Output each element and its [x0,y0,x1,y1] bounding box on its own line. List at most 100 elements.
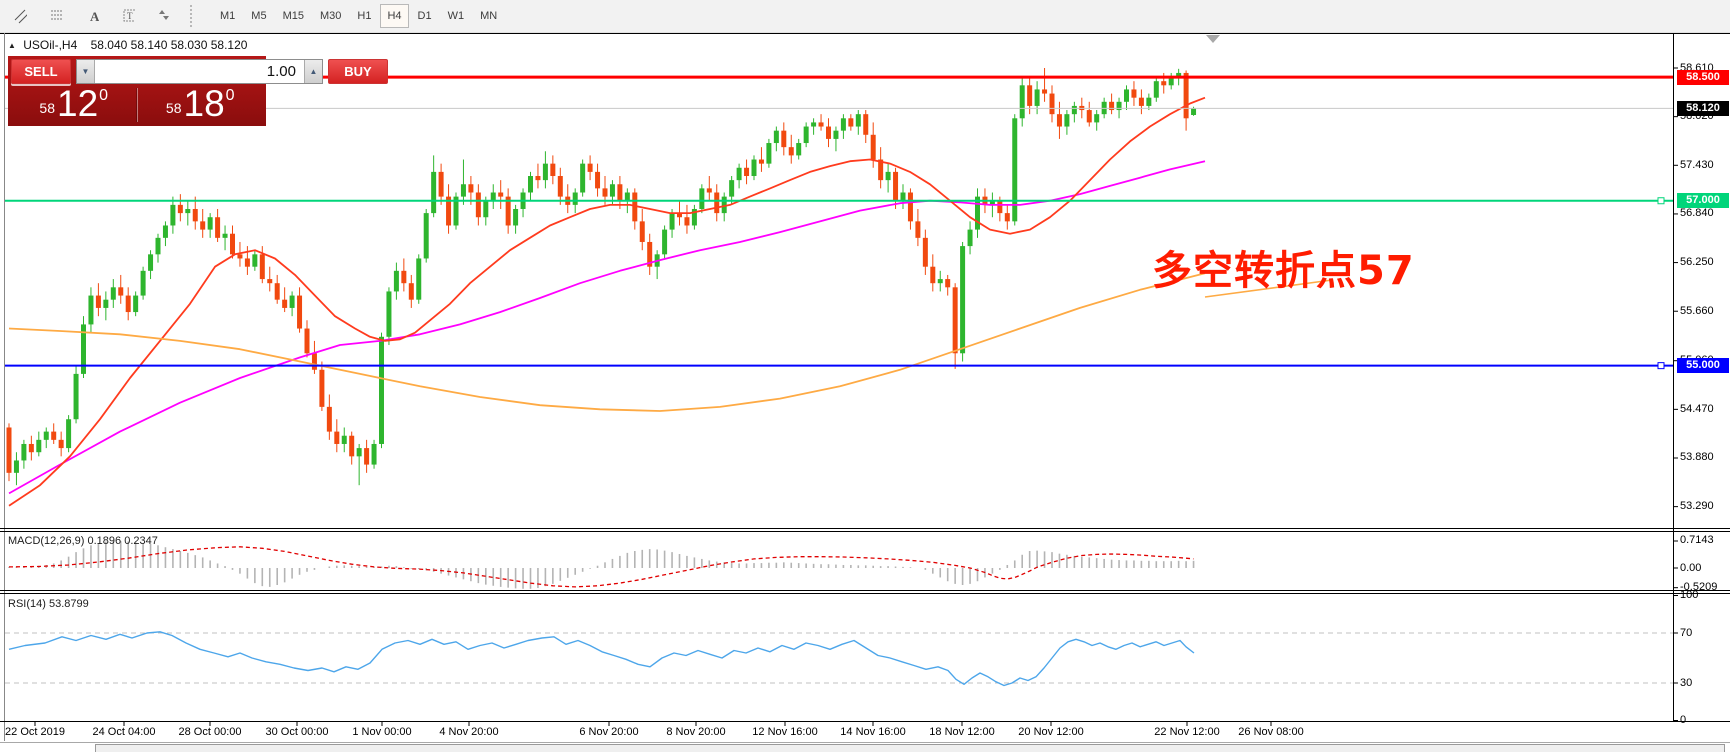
timeframe-button-M1[interactable]: M1 [213,4,242,28]
candle [304,328,310,354]
candle [1191,108,1197,115]
candle [1019,85,1025,119]
rsi-panel[interactable] [5,631,1673,687]
candle [773,130,779,144]
candle [952,287,958,354]
candle [177,204,183,214]
timeframe-button-H1[interactable]: H1 [350,4,378,28]
candle [431,171,437,214]
collapse-icon[interactable]: ▲ [8,41,16,50]
time-axis-label: 18 Nov 12:00 [929,726,995,738]
candle [975,196,980,230]
volume-decrease-button[interactable]: ▼ [77,60,95,83]
candle [915,221,921,238]
volume-increase-button[interactable]: ▲ [304,60,322,83]
candle [639,221,645,242]
svg-text:T: T [127,11,133,21]
time-axis-label: 4 Nov 20:00 [439,726,499,738]
time-axis-label: 22 Nov 12:00 [1154,726,1220,738]
candle [133,295,139,313]
time-axis-label: 26 Nov 08:00 [1238,726,1304,738]
fibonacci-icon[interactable]: F [42,4,70,28]
sell-price-display[interactable]: 58 12 0 [11,82,137,124]
timeframe-button-M5[interactable]: M5 [244,4,273,28]
candle [1094,114,1100,123]
candle [796,143,802,156]
timeframe-button-M15[interactable]: M15 [276,4,311,28]
candle [1012,118,1018,222]
sell-button[interactable]: SELL [11,59,71,84]
candle [624,192,630,201]
timeframe-button-MN[interactable]: MN [473,4,504,28]
chart-text-annotation[interactable]: 多空转折点57 [1152,248,1415,294]
text-label-icon[interactable]: T [114,4,142,28]
candle [371,443,377,465]
price-badge-58.500: 58.500 [1677,69,1729,85]
candle [907,192,913,222]
sell-price-big: 12 [57,82,99,124]
candle [960,246,966,354]
candle [632,192,638,222]
arrows-icon[interactable] [150,4,178,28]
candle [1168,77,1174,86]
time-axis-label: 12 Nov 16:00 [752,726,818,738]
candle [155,237,161,255]
buy-price-display[interactable]: 58 18 0 [138,85,264,123]
hline-handle[interactable] [1657,197,1665,205]
timeframe-button-M30[interactable]: M30 [313,4,348,28]
candle [848,118,854,127]
timeframe-button-H4[interactable]: H4 [380,4,409,28]
timeframe-button-D1[interactable]: D1 [411,4,439,28]
text-icon[interactable]: A [78,4,106,28]
candle [81,324,86,374]
candle [438,171,444,197]
symbol-ohlc-values: 58.040 58.140 58.030 58.120 [90,38,248,52]
trendline-object[interactable] [1204,279,1333,298]
candle [88,295,94,325]
scrollbar-thumb[interactable] [95,744,1725,752]
volume-input[interactable] [95,60,304,83]
candle [289,295,295,308]
candle [587,163,593,172]
symbol-name: USOil-,H4 [23,38,78,52]
sell-price-small: 58 [39,100,55,117]
candle [252,254,258,267]
candle [1056,114,1062,127]
candle [66,419,72,449]
hline-handle[interactable] [1657,362,1665,370]
candle [677,213,682,218]
candle [840,118,846,131]
price-badge-57.000: 57.000 [1677,193,1729,209]
sell-price-sup: 0 [99,86,109,104]
candle [870,134,876,160]
equidistant-channel-icon[interactable]: E [6,4,34,28]
ma-orange [8,272,1206,412]
time-axis-label: 8 Nov 20:00 [666,726,726,738]
price-axis-label: 55.660 [1680,304,1714,317]
candle [751,159,757,177]
candle [729,180,735,197]
price-axis-label: 53.880 [1680,451,1714,464]
timeframe-button-W1[interactable]: W1 [441,4,472,28]
rsi-line [8,631,1195,687]
buy-button[interactable]: BUY [328,59,388,84]
time-axis-label: 24 Oct 04:00 [92,726,156,738]
current-price-badge: 58.120 [1677,100,1729,116]
toolbar-grip[interactable] [190,5,198,27]
candle [1109,101,1115,111]
horizontal-scrollbar[interactable] [0,742,1730,752]
candle [930,266,936,284]
chart-shift-marker[interactable] [1206,35,1220,43]
price-badge-55.000: 55.000 [1677,358,1729,374]
candle [43,431,49,440]
candle [811,122,817,127]
time-axis-label: 30 Oct 00:00 [265,726,329,738]
macd-panel[interactable] [8,541,1195,589]
candle [95,295,101,308]
candle [855,114,861,127]
candle [1004,213,1010,222]
